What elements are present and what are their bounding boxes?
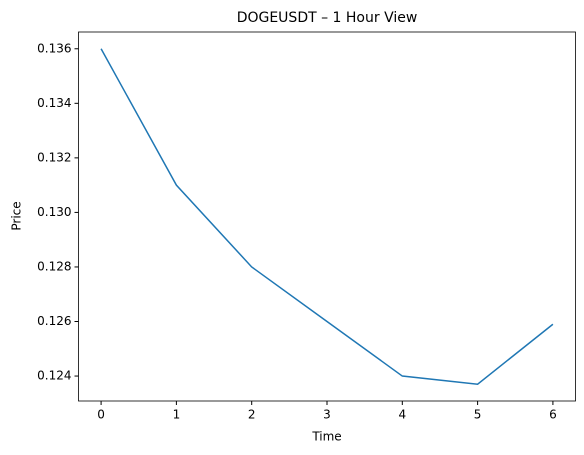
x-tick-label: 2 — [248, 408, 256, 422]
chart-title: DOGEUSDT – 1 Hour View — [237, 10, 418, 26]
y-axis-label: Price — [10, 201, 24, 230]
y-tick-label: 0.124 — [37, 369, 71, 383]
y-tick-label: 0.136 — [37, 41, 71, 55]
y-tick-label: 0.132 — [37, 150, 71, 164]
x-tick-label: 6 — [549, 408, 557, 422]
x-tick-label: 3 — [323, 408, 331, 422]
y-tick-label: 0.126 — [37, 314, 71, 328]
y-tick-label: 0.128 — [37, 259, 71, 273]
y-tick-label: 0.134 — [37, 96, 71, 110]
x-tick-label: 0 — [97, 408, 105, 422]
line — [100, 48, 554, 386]
x-tick-label: 1 — [173, 408, 181, 422]
y-tick-label: 0.130 — [37, 205, 71, 219]
x-axis-label: Time — [311, 430, 341, 444]
plot-frame — [78, 31, 576, 402]
x-tick-label: 5 — [474, 408, 482, 422]
x-tick-label: 4 — [398, 408, 406, 422]
